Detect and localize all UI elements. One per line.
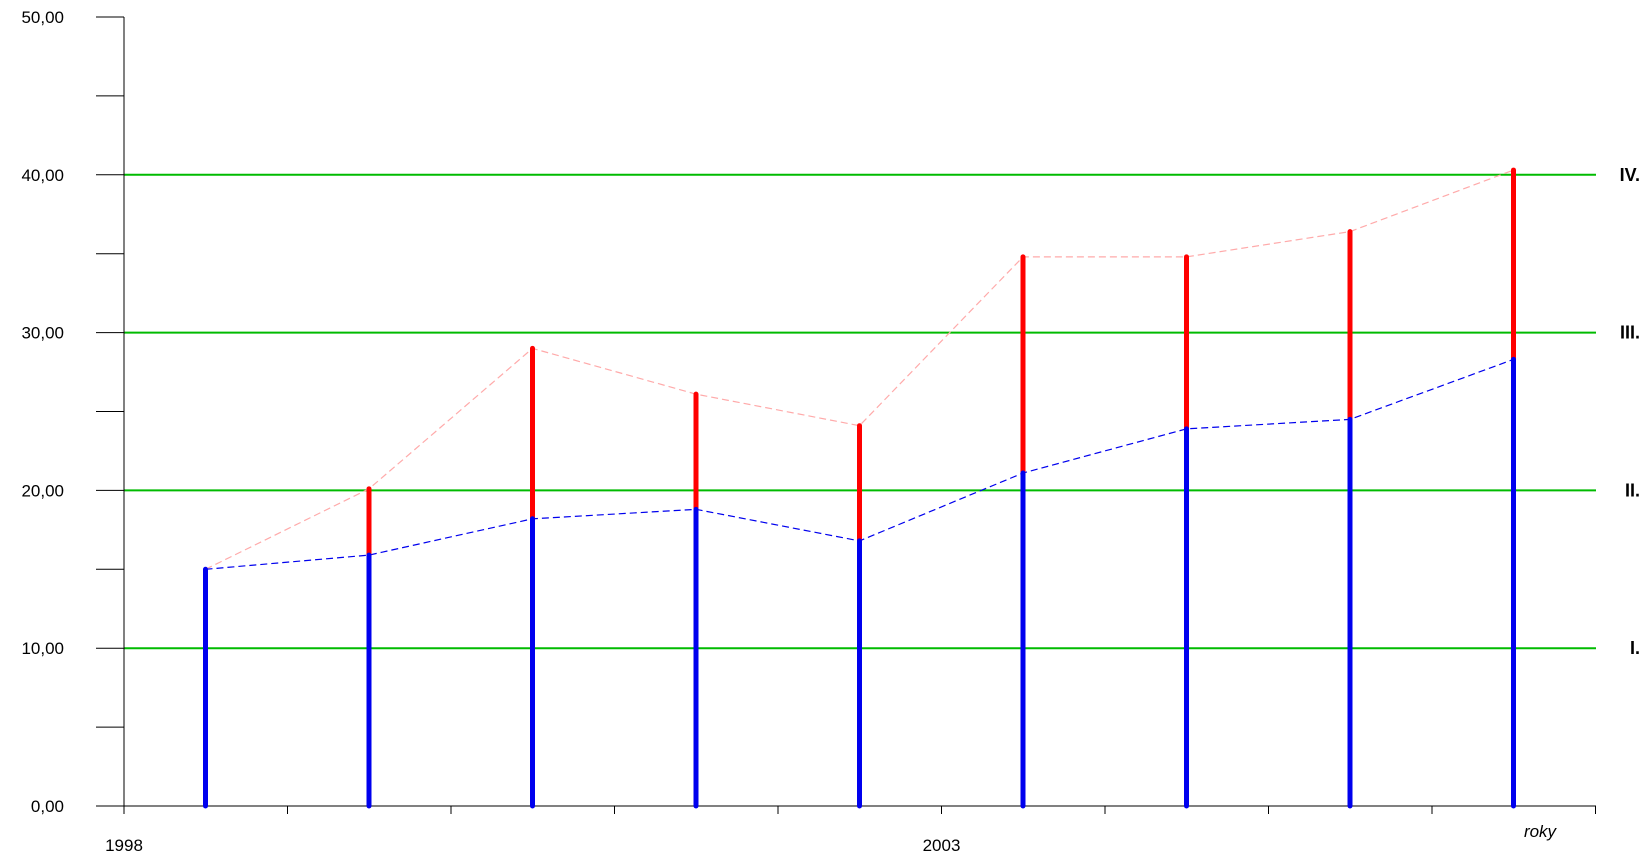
axes: [96, 17, 1596, 814]
x-tick-label: 1998: [105, 836, 143, 855]
x-tick-label: 2003: [923, 836, 961, 855]
y-tick-label: 50,00: [21, 8, 64, 27]
labels: I. II. III. IV. 0,00 10,00 20,00 30,00 40,00 50,0…: [21, 8, 1640, 855]
y-tick-label: 20,00: [21, 481, 64, 500]
threshold-label-2: II.: [1625, 480, 1640, 500]
bars: [206, 170, 1514, 806]
y-tick-label: 10,00: [21, 639, 64, 658]
threshold-label-4: IV.: [1620, 165, 1640, 185]
x-axis-label: roky: [1524, 822, 1558, 841]
threshold-label-1: I.: [1630, 638, 1640, 658]
threshold-label-3: III.: [1620, 323, 1640, 343]
y-tick-label: 30,00: [21, 324, 64, 343]
y-tick-label: 40,00: [21, 166, 64, 185]
y-tick-label: 0,00: [31, 797, 64, 816]
